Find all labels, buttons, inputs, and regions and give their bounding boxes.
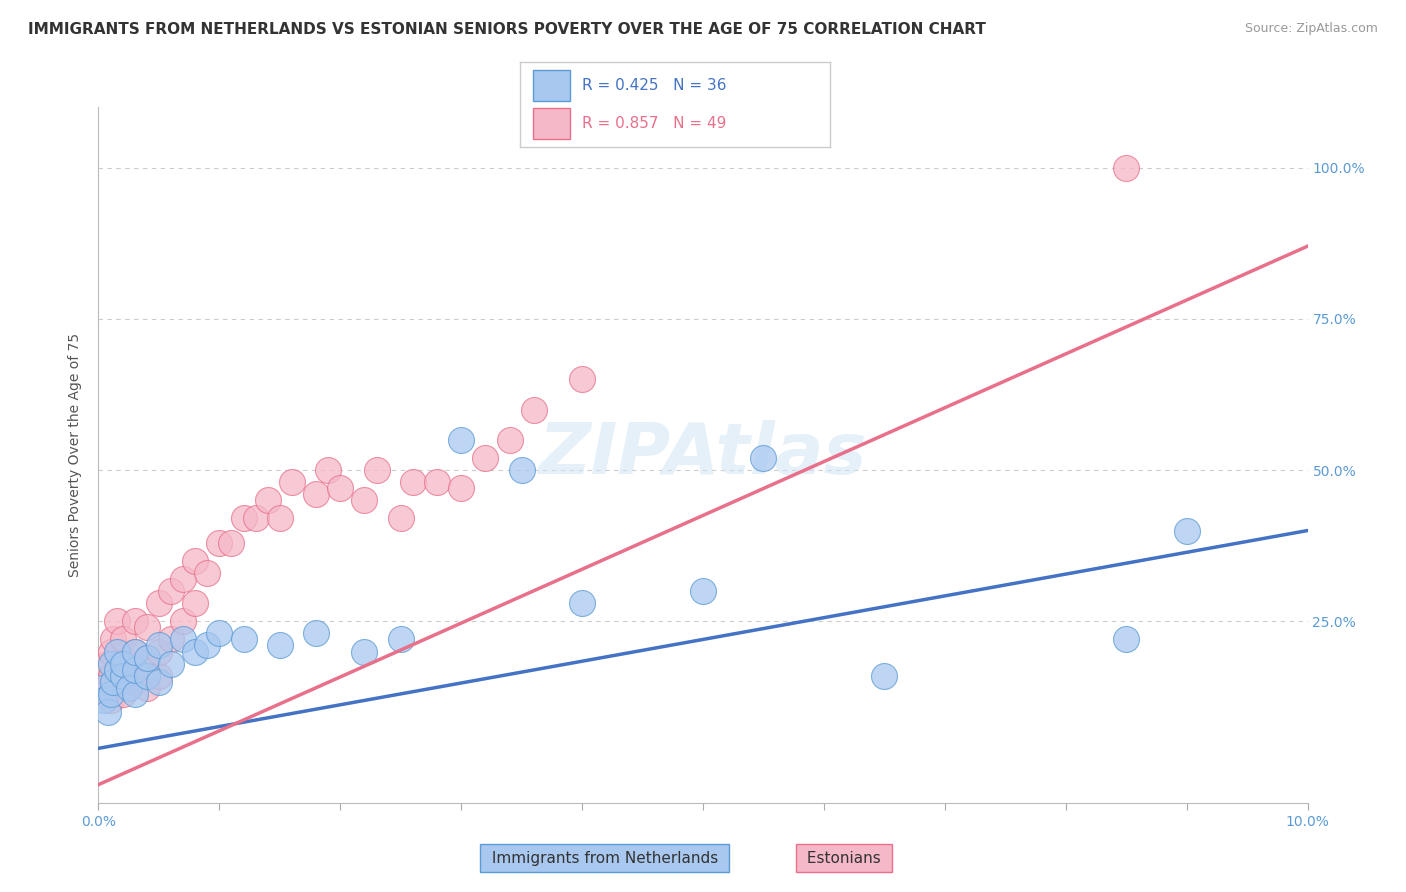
- Point: [389, 632, 412, 647]
- Point: [232, 632, 254, 647]
- Point: [474, 450, 496, 465]
- Point: [101, 632, 124, 647]
- Point: [195, 639, 218, 653]
- Point: [305, 487, 328, 501]
- Point: [571, 372, 593, 386]
- Point: [752, 450, 775, 465]
- Point: [353, 493, 375, 508]
- Point: [571, 596, 593, 610]
- Point: [305, 626, 328, 640]
- Point: [1115, 161, 1137, 175]
- Point: [148, 674, 170, 689]
- Point: [208, 535, 231, 549]
- Point: [316, 463, 339, 477]
- Point: [184, 644, 207, 658]
- Point: [93, 674, 115, 689]
- Point: [124, 674, 146, 689]
- Point: [100, 644, 122, 658]
- Point: [124, 644, 146, 658]
- Point: [160, 657, 183, 671]
- Point: [195, 566, 218, 580]
- Point: [100, 669, 122, 683]
- Point: [118, 657, 141, 671]
- Point: [184, 596, 207, 610]
- Point: [135, 620, 157, 634]
- Text: Source: ZipAtlas.com: Source: ZipAtlas.com: [1244, 22, 1378, 36]
- Text: ZIPAtlas: ZIPAtlas: [538, 420, 868, 490]
- Point: [402, 475, 425, 490]
- Point: [135, 650, 157, 665]
- Point: [245, 511, 267, 525]
- Point: [97, 705, 120, 719]
- Point: [105, 615, 128, 629]
- FancyBboxPatch shape: [533, 70, 569, 101]
- Point: [498, 433, 520, 447]
- Text: R = 0.425   N = 36: R = 0.425 N = 36: [582, 78, 727, 93]
- Point: [256, 493, 278, 508]
- Point: [353, 644, 375, 658]
- Point: [208, 626, 231, 640]
- Point: [118, 681, 141, 695]
- Point: [100, 693, 122, 707]
- Text: IMMIGRANTS FROM NETHERLANDS VS ESTONIAN SENIORS POVERTY OVER THE AGE OF 75 CORRE: IMMIGRANTS FROM NETHERLANDS VS ESTONIAN …: [28, 22, 986, 37]
- Point: [184, 554, 207, 568]
- Point: [269, 511, 291, 525]
- Point: [100, 657, 122, 671]
- Text: R = 0.857   N = 49: R = 0.857 N = 49: [582, 116, 727, 131]
- Point: [426, 475, 449, 490]
- Point: [135, 650, 157, 665]
- Point: [450, 433, 472, 447]
- Point: [269, 639, 291, 653]
- Point: [221, 535, 243, 549]
- Point: [450, 481, 472, 495]
- Point: [111, 669, 134, 683]
- Point: [172, 572, 194, 586]
- Point: [692, 584, 714, 599]
- Point: [172, 615, 194, 629]
- Point: [160, 632, 183, 647]
- Point: [1175, 524, 1198, 538]
- Point: [172, 632, 194, 647]
- Point: [523, 402, 546, 417]
- Point: [873, 669, 896, 683]
- Point: [124, 644, 146, 658]
- Point: [91, 687, 114, 701]
- Text: Estonians: Estonians: [801, 851, 886, 865]
- Point: [105, 663, 128, 677]
- Point: [160, 584, 183, 599]
- Point: [148, 596, 170, 610]
- Point: [232, 511, 254, 525]
- Point: [135, 669, 157, 683]
- Y-axis label: Seniors Poverty Over the Age of 75: Seniors Poverty Over the Age of 75: [69, 333, 83, 577]
- Point: [124, 663, 146, 677]
- Point: [96, 657, 118, 671]
- Point: [111, 687, 134, 701]
- Point: [1115, 632, 1137, 647]
- Point: [91, 681, 114, 695]
- Point: [389, 511, 412, 525]
- Point: [111, 663, 134, 677]
- Point: [93, 693, 115, 707]
- Point: [148, 644, 170, 658]
- FancyBboxPatch shape: [533, 108, 569, 139]
- Point: [329, 481, 352, 495]
- Point: [510, 463, 533, 477]
- Point: [111, 657, 134, 671]
- Point: [105, 644, 128, 658]
- Point: [101, 674, 124, 689]
- Text: Immigrants from Netherlands: Immigrants from Netherlands: [486, 851, 723, 865]
- Point: [135, 681, 157, 695]
- Point: [124, 687, 146, 701]
- Point: [100, 687, 122, 701]
- Point: [148, 639, 170, 653]
- Point: [281, 475, 304, 490]
- Point: [124, 615, 146, 629]
- Point: [366, 463, 388, 477]
- Point: [111, 632, 134, 647]
- Point: [148, 669, 170, 683]
